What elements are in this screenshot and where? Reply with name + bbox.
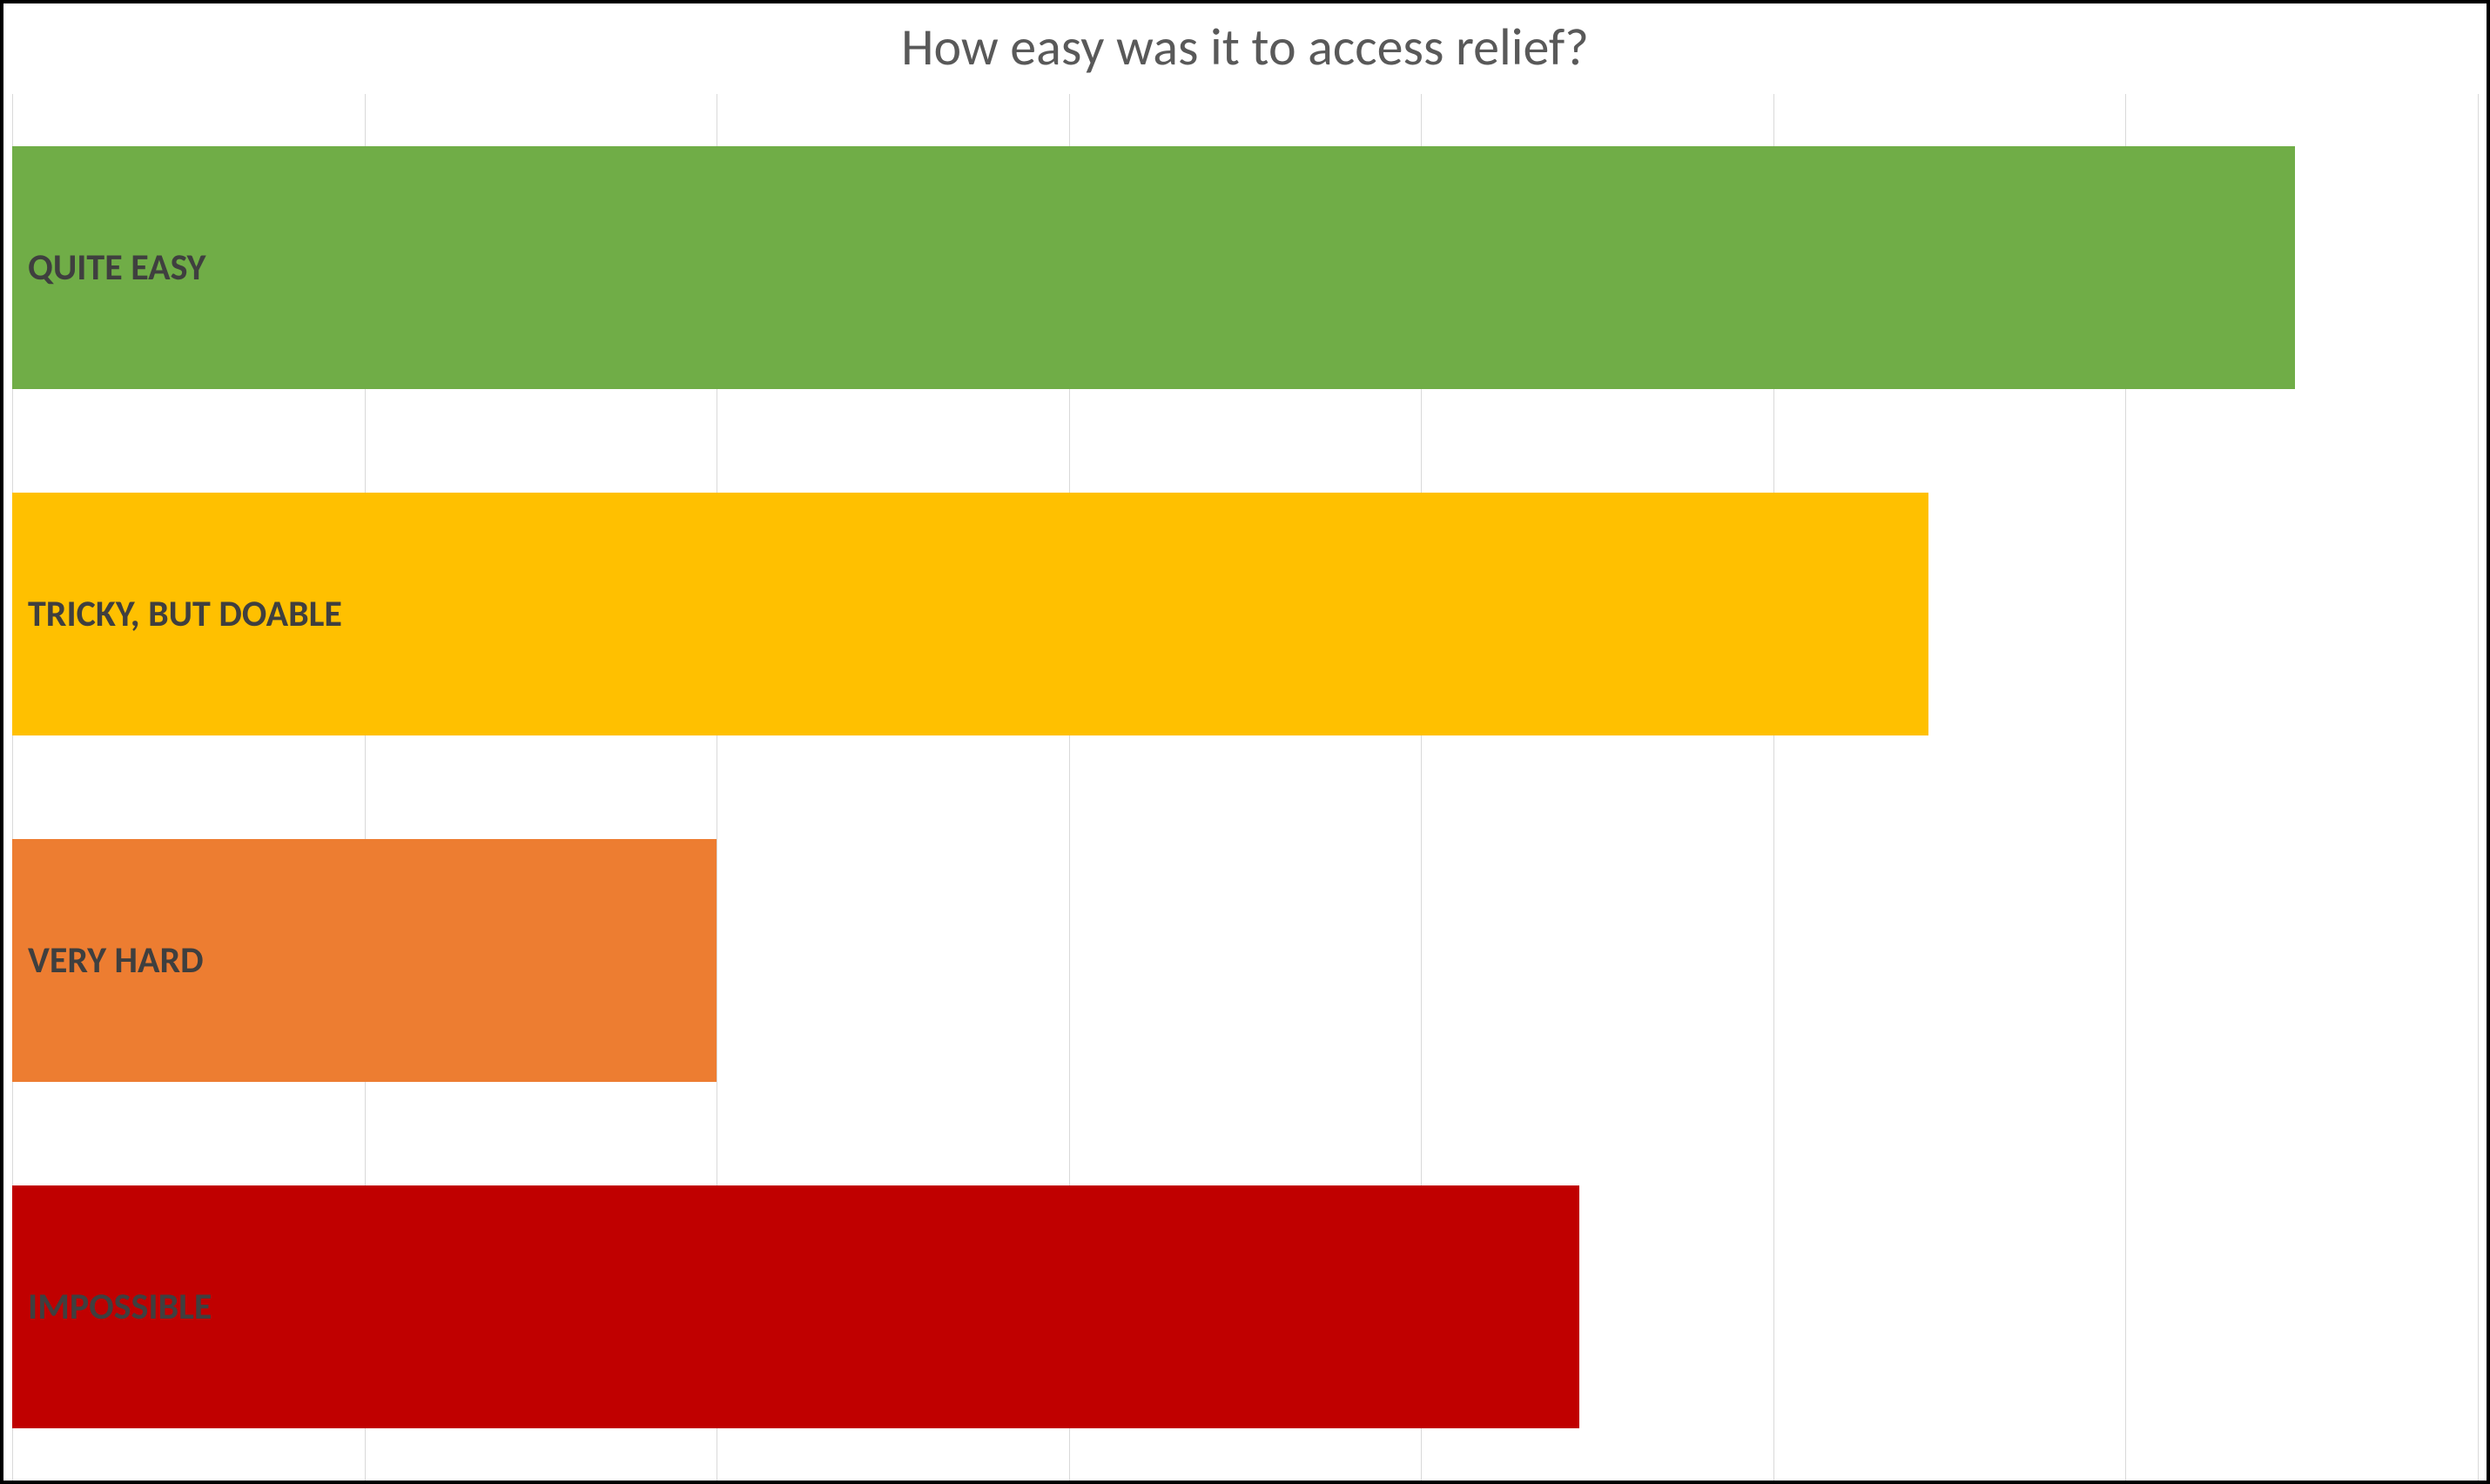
bars-container: QUITE EASY TRICKY, BUT DOABLE VERY HARD IMP…: [12, 94, 2478, 1481]
plot-area: QUITE EASY TRICKY, BUT DOABLE VERY HARD IMP…: [12, 94, 2478, 1481]
bar: QUITE EASY: [12, 146, 2295, 389]
bar-slot: IMPOSSIBLE: [12, 1185, 2478, 1428]
bar-slot: VERY HARD: [12, 839, 2478, 1082]
bar-label: TRICKY, BUT DOABLE: [12, 592, 342, 636]
chart-frame: How easy was it to access relief? QUITE …: [0, 0, 2490, 1484]
bar-label: VERY HARD: [12, 938, 204, 983]
gridline: [2478, 94, 2479, 1481]
bar: TRICKY, BUT DOABLE: [12, 493, 1928, 735]
bar: VERY HARD: [12, 839, 717, 1082]
bar-slot: TRICKY, BUT DOABLE: [12, 493, 2478, 735]
bar-label: QUITE EASY: [12, 245, 206, 290]
bar: IMPOSSIBLE: [12, 1185, 1579, 1428]
bar-label: IMPOSSIBLE: [12, 1285, 212, 1329]
chart-title: How easy was it to access relief?: [12, 19, 2478, 77]
bar-slot: QUITE EASY: [12, 146, 2478, 389]
